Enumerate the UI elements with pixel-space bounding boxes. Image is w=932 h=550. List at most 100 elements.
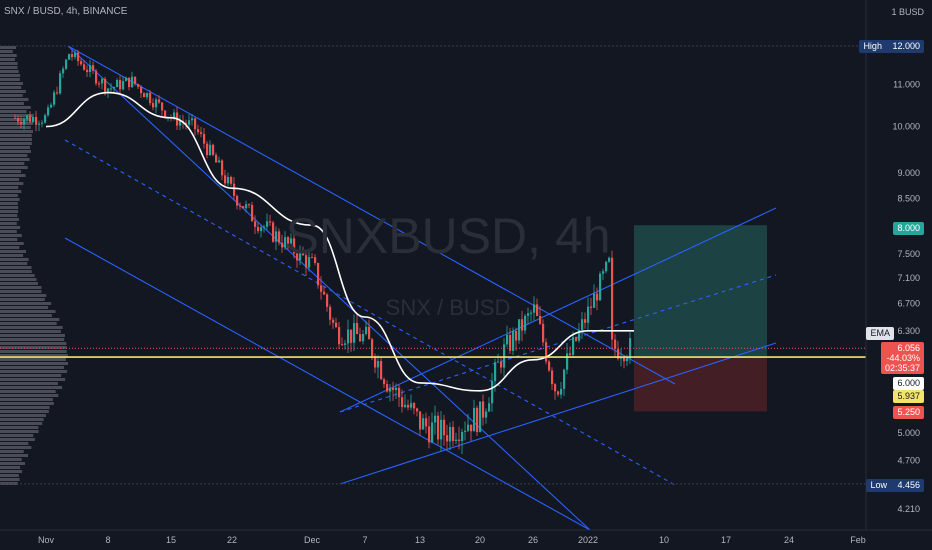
candle-body xyxy=(113,87,116,89)
candle-body xyxy=(218,160,221,163)
candle-body xyxy=(377,361,380,368)
candle-body xyxy=(209,144,212,156)
candle-body xyxy=(152,103,155,108)
time-tick: Feb xyxy=(850,535,866,545)
candle-body xyxy=(623,357,626,362)
candle-body xyxy=(98,83,101,85)
price-tick: 7.500 xyxy=(897,249,920,259)
candle-body xyxy=(35,116,38,125)
candle-body xyxy=(161,102,164,111)
channel-line xyxy=(339,342,777,485)
volume-bar xyxy=(0,318,60,321)
candle-body xyxy=(269,221,272,223)
candle-body xyxy=(224,175,227,184)
candle-body xyxy=(488,403,491,412)
candle-body xyxy=(617,349,620,359)
candle-body xyxy=(134,76,137,85)
volume-bar xyxy=(0,442,29,445)
candle-body xyxy=(107,88,110,92)
candle-body xyxy=(173,112,176,118)
candle-body xyxy=(587,306,590,323)
candle-body xyxy=(476,407,479,433)
candle-body xyxy=(386,384,389,392)
candle-body xyxy=(545,342,548,362)
candle-body xyxy=(311,257,314,259)
volume-bar xyxy=(0,242,24,245)
candle-body xyxy=(317,262,320,286)
candle-body xyxy=(206,143,209,156)
channel-line xyxy=(64,237,591,531)
candle-body xyxy=(347,329,350,344)
candle-body xyxy=(212,144,215,155)
volume-bar xyxy=(0,94,23,97)
volume-bar xyxy=(0,182,24,185)
candle-body xyxy=(413,403,416,409)
candle-body xyxy=(344,343,347,345)
channel-line xyxy=(67,45,676,385)
candle-body xyxy=(449,426,452,442)
price-tick: 10.000 xyxy=(892,122,920,132)
volume-bar xyxy=(0,174,26,177)
volume-bar xyxy=(0,370,68,373)
time-tick: 24 xyxy=(784,535,794,545)
candle-body xyxy=(95,70,98,84)
volume-bar xyxy=(0,418,44,421)
candle-body xyxy=(71,54,74,58)
candle-body xyxy=(227,177,230,184)
high-label: High xyxy=(863,41,882,51)
candle-body xyxy=(464,430,467,432)
candle-body xyxy=(323,291,326,295)
candle-body xyxy=(491,381,494,404)
candle-body xyxy=(500,361,503,368)
candle-body xyxy=(599,273,602,301)
volume-bar xyxy=(0,254,24,257)
candle-body xyxy=(77,52,80,62)
candle-body xyxy=(467,424,470,431)
volume-bar xyxy=(0,210,19,213)
time-tick: 7 xyxy=(362,535,367,545)
volume-bar xyxy=(0,102,24,105)
volume-bar xyxy=(0,394,59,397)
candle-body xyxy=(272,222,275,242)
volume-bar xyxy=(0,258,29,261)
volume-bar xyxy=(0,306,49,309)
time-tick: Dec xyxy=(304,535,321,545)
candle-body xyxy=(557,391,560,395)
volume-bar xyxy=(0,130,34,133)
candle-body xyxy=(368,326,371,340)
candle-body xyxy=(65,59,68,69)
candle-body xyxy=(80,61,83,65)
candle-body xyxy=(539,315,542,324)
candle-body xyxy=(248,204,251,206)
time-tick: 15 xyxy=(166,535,176,545)
candle-body xyxy=(26,115,29,120)
candle-body xyxy=(53,92,56,105)
price-tick: 6.300 xyxy=(897,326,920,336)
volume-bar xyxy=(0,410,49,413)
volume-bar xyxy=(0,230,17,233)
volume-bar xyxy=(0,374,62,377)
level-tag: 5.937 xyxy=(893,390,924,403)
high-value: 12.000 xyxy=(892,41,920,51)
candle-body xyxy=(356,323,359,335)
volume-bar xyxy=(0,378,66,381)
candle-body xyxy=(485,411,488,418)
candle-body xyxy=(110,88,113,90)
target-tag: 8.000 xyxy=(893,222,924,235)
volume-bar xyxy=(0,238,18,241)
candle-body xyxy=(518,319,521,341)
volume-bar xyxy=(0,262,28,265)
volume-bar xyxy=(0,302,52,305)
watermark-pair: SNX / BUSD xyxy=(386,295,511,320)
candle-body xyxy=(74,52,77,58)
volume-bar xyxy=(0,82,24,85)
volume-bar xyxy=(0,310,56,313)
candle-body xyxy=(197,129,200,133)
candle-body xyxy=(512,330,515,351)
candle-body xyxy=(257,226,260,232)
candle-body xyxy=(137,84,140,87)
candle-body xyxy=(251,204,254,222)
volume-bar xyxy=(0,478,20,481)
volume-bar xyxy=(0,166,28,169)
